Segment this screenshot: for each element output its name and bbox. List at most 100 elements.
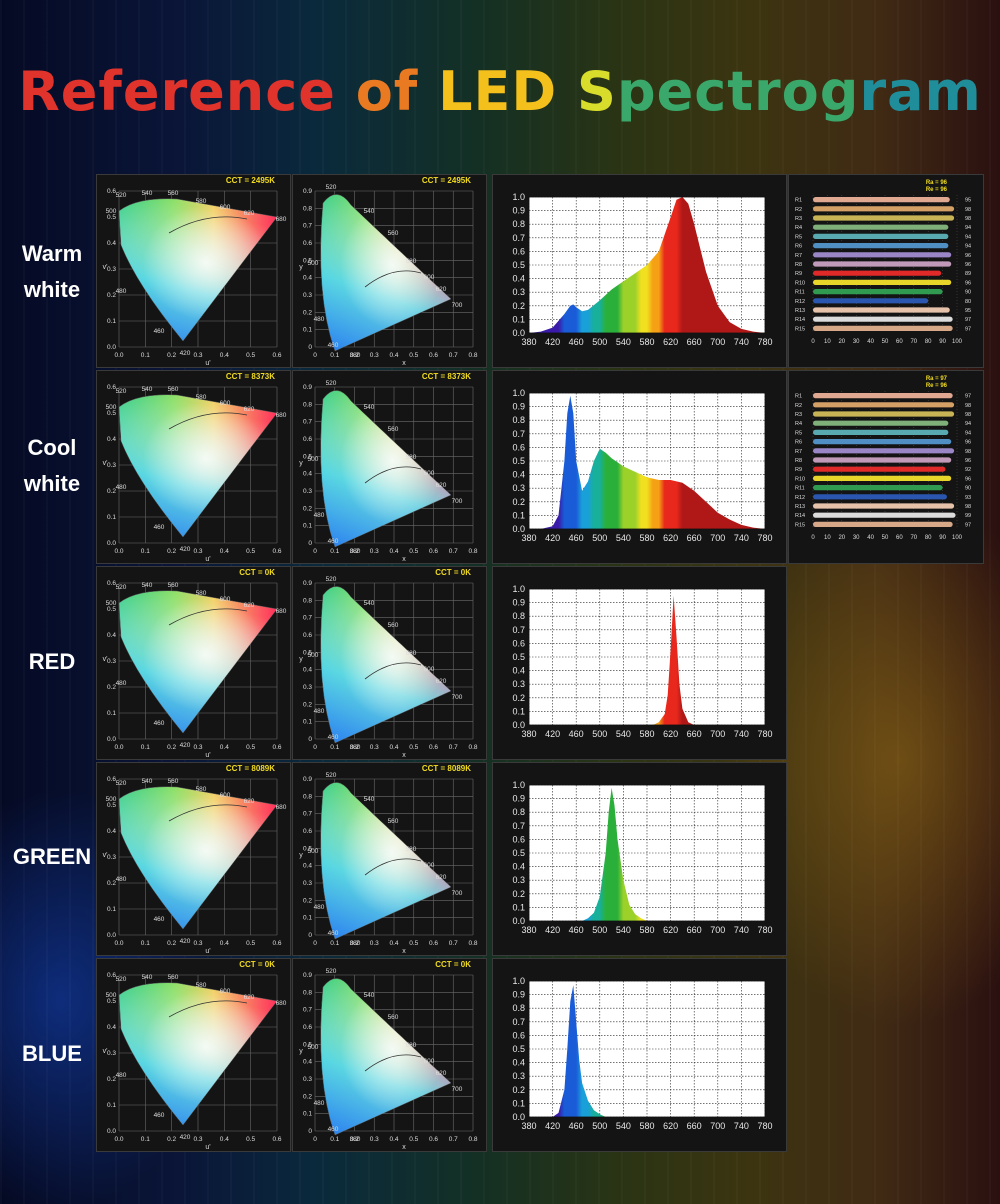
y-tick-label: 0.4 <box>107 828 116 835</box>
x-tick-label: 60 <box>896 339 903 345</box>
cri-category-label: R5 <box>795 234 802 240</box>
wavelength-label: 480 <box>116 288 127 295</box>
x-axis-label: x <box>402 948 406 955</box>
cri-value-label: 94 <box>965 225 971 231</box>
cri-re-label: Re = 96 <box>926 187 948 193</box>
wavelength-label: 700 <box>452 498 463 505</box>
wavelength-label: 460 <box>154 720 165 727</box>
plot-frame <box>528 980 766 1118</box>
cri-value-label: 92 <box>965 467 971 473</box>
x-tick-label: 0.5 <box>409 352 418 359</box>
uv-chromaticity-panel: 0.0 0.1 0.2 0.3 0.4 0.5 0.6 0.0 0.1 0.2 0.3 0.4 0.5 0… <box>96 958 291 1152</box>
cri-value-label: 96 <box>965 476 971 482</box>
wavelength-label: 680 <box>276 608 287 615</box>
x-tick-label: 0.6 <box>272 1136 281 1143</box>
wavelength-label: 460 <box>154 524 165 531</box>
planckian-locus <box>168 608 248 626</box>
x-tick-label: 740 <box>734 533 749 543</box>
y-axis-label: y <box>299 1048 303 1055</box>
y-tick-label: 0.2 <box>303 701 312 708</box>
y-tick-label: 0.3 <box>303 1076 312 1083</box>
x-tick-label: 0.3 <box>193 548 202 555</box>
cri-value-label: 89 <box>965 271 971 277</box>
xy-chromaticity-panel-svg: 0 0.1 0.2 0.3 0.4 0.5 0.6 0.7 0.8 0 0.1 0.2 0.3 0.4 0.… <box>299 764 478 955</box>
gamut-outline <box>118 198 278 342</box>
cri-value-label: 90 <box>965 486 971 492</box>
x-tick-label: 0 <box>313 548 317 555</box>
y-tick-label: 0.5 <box>107 214 116 221</box>
x-tick-label: 0.1 <box>330 744 339 751</box>
x-axis-label: u' <box>205 1144 210 1151</box>
y-tick-label: 1.0 <box>512 192 525 202</box>
wavelength-label: 480 <box>116 680 127 687</box>
y-tick-label: 0.3 <box>512 1071 525 1081</box>
x-tick-label: 0.2 <box>167 1136 176 1143</box>
x-tick-label: 700 <box>710 925 725 935</box>
cri-category-label: R11 <box>795 290 805 296</box>
x-tick-label: 0.4 <box>220 1136 229 1143</box>
cri-bar <box>813 261 952 267</box>
x-tick-label: 0.8 <box>468 744 477 751</box>
x-tick-label: 0.0 <box>114 352 123 359</box>
y-tick-label: 0.5 <box>107 410 116 417</box>
y-tick-label: 0.4 <box>512 862 525 872</box>
x-tick-label: 780 <box>757 729 772 739</box>
x-tick-label: 660 <box>687 925 702 935</box>
x-tick-label: 0.3 <box>193 1136 202 1143</box>
wavelength-label: 540 <box>364 404 375 411</box>
cri-value-label: 80 <box>965 299 971 305</box>
y-tick-label: 0.5 <box>303 845 312 852</box>
y-tick-label: 0.8 <box>303 401 312 408</box>
x-tick-label: 420 <box>545 729 560 739</box>
y-tick-label: 0.6 <box>303 632 312 639</box>
wavelength-label: 680 <box>276 804 287 811</box>
row-label-line: BLUE <box>22 1041 82 1066</box>
wavelength-label: 500 <box>308 260 319 267</box>
planckian-locus <box>168 216 248 234</box>
wavelength-label: 520 <box>116 388 127 395</box>
row-label: Cool white <box>6 430 98 502</box>
cri-re-label: Re = 96 <box>926 383 948 389</box>
cri-category-label: R3 <box>795 216 802 222</box>
x-tick-label: 0.4 <box>389 744 398 751</box>
y-tick-label: 0.3 <box>107 854 116 861</box>
y-tick-label: 0.8 <box>303 597 312 604</box>
x-tick-label: 0.6 <box>272 548 281 555</box>
cri-bar <box>813 448 955 454</box>
y-axis-label: v' <box>103 460 108 467</box>
x-tick-label: 500 <box>592 925 607 935</box>
x-tick-label: 0.6 <box>272 352 281 359</box>
x-axis-label: u' <box>205 360 210 367</box>
cri-value-label: 98 <box>965 504 971 510</box>
wavelength-label: 620 <box>436 678 447 685</box>
cri-bar <box>813 206 955 212</box>
wavelength-label: 620 <box>436 482 447 489</box>
wavelength-label: 540 <box>364 208 375 215</box>
y-tick-label: 0.0 <box>512 916 525 926</box>
gamut-outline <box>118 786 278 930</box>
x-tick-label: 0.4 <box>220 744 229 751</box>
spectrum-panel-svg: 380 420 460 500 540 580 620 660 700 740 780 0.0 0.1 0… <box>512 192 772 347</box>
gamut-white-overlay <box>119 982 277 1125</box>
wavelength-label: 680 <box>276 1000 287 1007</box>
x-tick-label: 660 <box>687 337 702 347</box>
wavelength-label: 540 <box>142 974 153 981</box>
x-tick-label: 0.4 <box>389 548 398 555</box>
y-tick-label: 0.6 <box>303 1024 312 1031</box>
wavelength-label: 580 <box>406 454 417 461</box>
y-tick-label: 0.4 <box>303 1059 312 1066</box>
x-tick-label: 0.4 <box>220 940 229 947</box>
wavelength-label: 520 <box>116 192 127 199</box>
x-tick-label: 620 <box>663 533 678 543</box>
y-tick-label: 0.4 <box>303 667 312 674</box>
x-tick-label: 0.2 <box>167 940 176 947</box>
y-tick-label: 0.9 <box>303 580 312 587</box>
spectrum-panel-svg: 380 420 460 500 540 580 620 660 700 740 780 0.0 0.1 0… <box>512 976 772 1131</box>
xy-chromaticity-panel-svg: 0 0.1 0.2 0.3 0.4 0.5 0.6 0.7 0.8 0 0.1 0.2 0.3 0.4 0.… <box>299 176 478 367</box>
gamut-outline <box>118 590 278 734</box>
wavelength-label: 460 <box>328 342 339 349</box>
x-tick-label: 0.1 <box>141 352 150 359</box>
y-tick-label: 0.1 <box>512 510 525 520</box>
y-tick-label: 0.4 <box>512 274 525 284</box>
